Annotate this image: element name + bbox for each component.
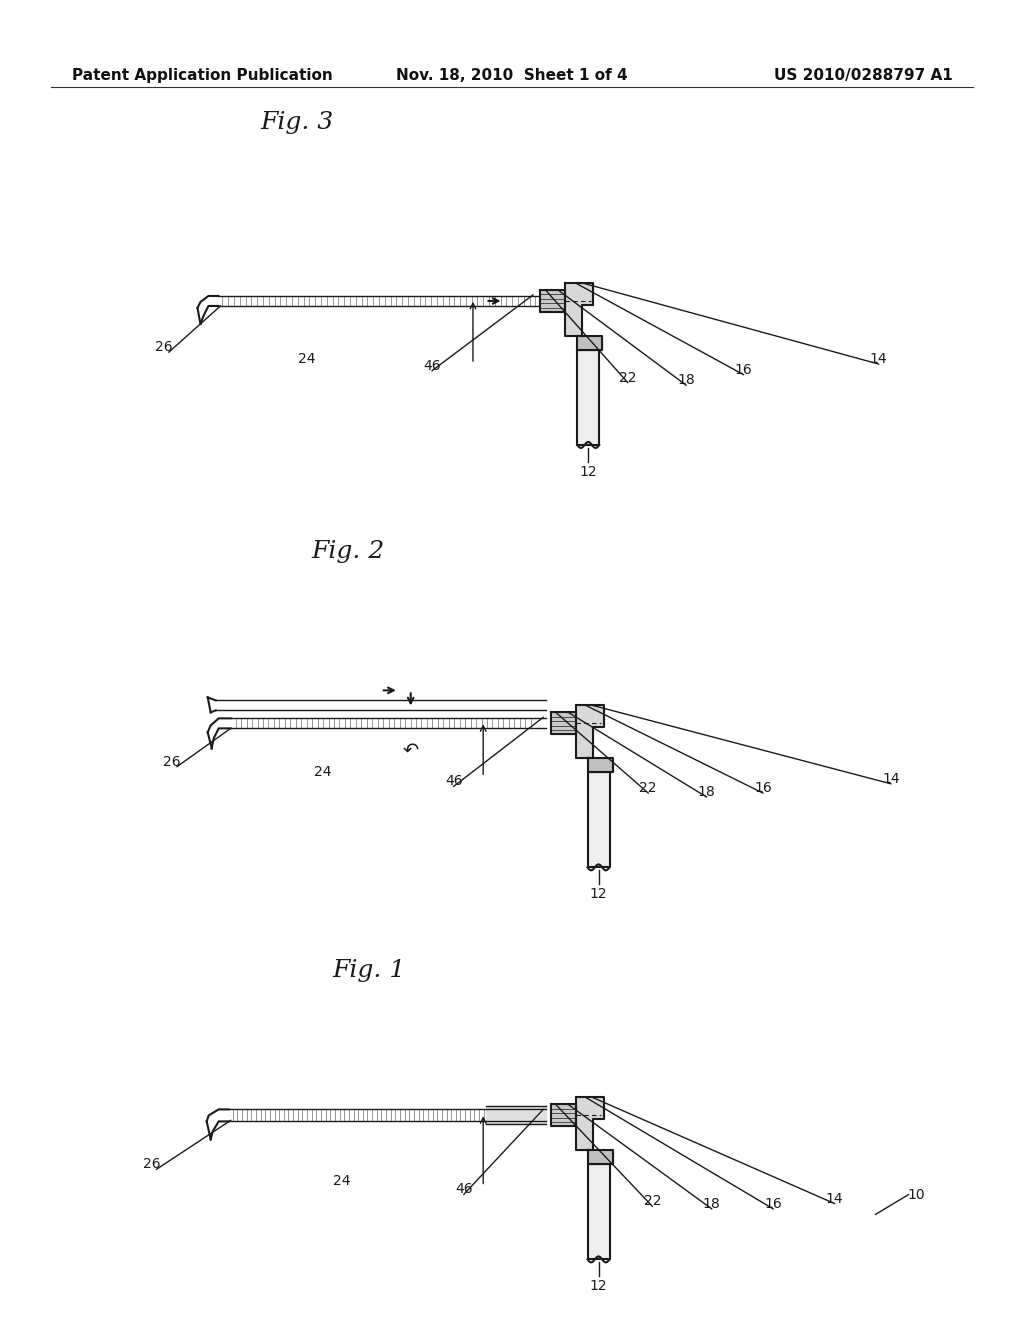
Text: 14: 14 xyxy=(869,352,888,366)
Text: Patent Application Publication: Patent Application Publication xyxy=(72,67,333,83)
Polygon shape xyxy=(588,1164,609,1259)
Polygon shape xyxy=(565,282,594,337)
Text: 24: 24 xyxy=(298,352,316,366)
Text: 22: 22 xyxy=(618,371,637,384)
Text: 22: 22 xyxy=(639,781,657,795)
Text: Nov. 18, 2010  Sheet 1 of 4: Nov. 18, 2010 Sheet 1 of 4 xyxy=(396,67,628,83)
Text: 10: 10 xyxy=(907,1188,926,1201)
Polygon shape xyxy=(588,1151,612,1164)
Text: 26: 26 xyxy=(155,341,173,354)
Polygon shape xyxy=(578,337,602,350)
Text: 12: 12 xyxy=(590,1279,607,1294)
Polygon shape xyxy=(551,1105,575,1126)
Text: US 2010/0288797 A1: US 2010/0288797 A1 xyxy=(773,67,952,83)
Text: 14: 14 xyxy=(825,1192,844,1205)
Text: Fig. 1: Fig. 1 xyxy=(332,958,406,982)
Text: 24: 24 xyxy=(313,766,332,779)
Text: 16: 16 xyxy=(764,1197,782,1210)
Text: 16: 16 xyxy=(754,781,772,795)
Text: 18: 18 xyxy=(702,1197,721,1210)
Text: Fig. 2: Fig. 2 xyxy=(311,540,385,564)
Polygon shape xyxy=(541,290,565,312)
Text: 46: 46 xyxy=(423,359,441,372)
Text: 18: 18 xyxy=(697,785,716,799)
Text: 18: 18 xyxy=(677,374,695,387)
Text: 26: 26 xyxy=(163,755,181,768)
Text: 22: 22 xyxy=(643,1195,662,1208)
Polygon shape xyxy=(485,1106,546,1125)
Text: 26: 26 xyxy=(142,1158,161,1171)
Text: 12: 12 xyxy=(580,465,597,479)
Text: ↶: ↶ xyxy=(402,741,419,760)
Polygon shape xyxy=(575,705,604,759)
Text: 46: 46 xyxy=(455,1183,473,1196)
Polygon shape xyxy=(575,1097,604,1151)
Text: 16: 16 xyxy=(734,363,753,376)
Text: Fig. 3: Fig. 3 xyxy=(260,111,334,135)
Polygon shape xyxy=(588,772,609,867)
Text: 46: 46 xyxy=(444,775,463,788)
Text: 12: 12 xyxy=(590,887,607,902)
Polygon shape xyxy=(578,350,599,445)
Polygon shape xyxy=(551,713,575,734)
Text: 24: 24 xyxy=(333,1175,351,1188)
Polygon shape xyxy=(588,759,612,772)
Text: 14: 14 xyxy=(882,772,900,785)
